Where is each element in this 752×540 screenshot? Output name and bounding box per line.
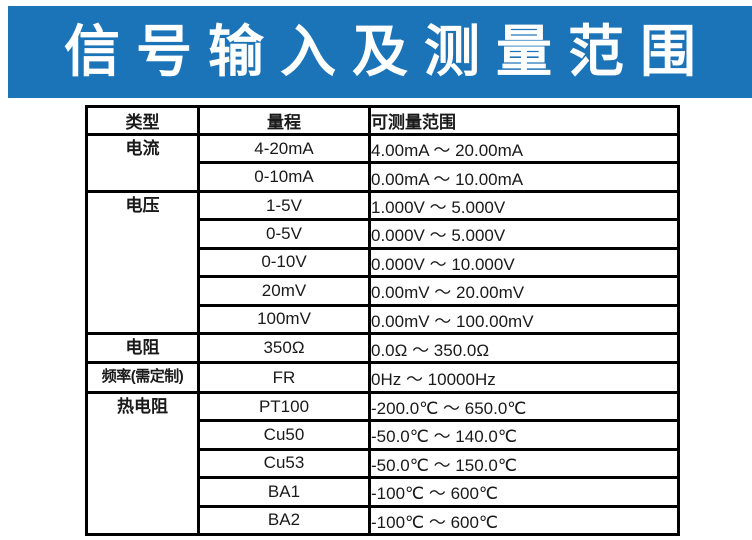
range-cell: 0-10V — [197, 246, 371, 279]
table-body: 电流 4-20mA 4.00mA ～ 20.00mA 0-10mA 0.00mA ～ 1… — [85, 132, 680, 537]
signal-range-table: 类型 量程 可测量范围 电流 4-20mA 4.00mA ～ 20.00mA 0-10… — [85, 105, 680, 537]
range-cell: Cu50 — [197, 419, 371, 451]
measurable-range-cell: -50.0℃ ～ 140.0℃ — [368, 419, 680, 451]
measurable-range-cell: 0.00mV ～ 100.00mV — [368, 303, 680, 335]
column-header-measurable: 可测量范围 — [368, 105, 680, 136]
measurable-range-cell: 4.00mA ～ 20.00mA — [368, 132, 680, 165]
type-cell: 频率(需定制) — [85, 361, 200, 394]
measurable-range-cell: 1.000V ～ 5.000V — [368, 189, 680, 222]
table-row: 电流 4-20mA 4.00mA ～ 20.00mA — [85, 132, 680, 193]
measurable-range-cell: 0.000V ～ 5.000V — [368, 218, 680, 250]
table-row: 100mV 0.00mV ～ 100.00mV — [87, 303, 680, 335]
range-cell: BA1 — [197, 476, 371, 508]
table-header-row: 类型 量程 可测量范围 — [85, 105, 680, 136]
table-row: 热电阻 PT100 -200.0℃ ～ 650.0℃ — [85, 390, 680, 537]
type-cell: 电压 — [85, 189, 200, 335]
measurable-range-cell: 0Hz ～ 10000Hz — [368, 361, 680, 394]
measurable-range-cell: 0.00mV ～ 20.00mV — [368, 275, 680, 307]
title-banner: 信号输入及测量范围 — [8, 6, 752, 98]
measurable-range-cell: -50.0℃ ～ 150.0℃ — [368, 447, 680, 480]
page-title: 信号输入及测量范围 — [64, 20, 712, 83]
table-row: 20mV 0.00mV ～ 20.00mV — [87, 275, 680, 307]
measurable-range-cell: -200.0℃ ～ 650.0℃ — [368, 390, 680, 423]
measurable-range-cell: 0.000V ～ 10.000V — [368, 246, 680, 279]
range-cell: FR — [197, 361, 371, 394]
range-cell: 20mV — [197, 275, 371, 307]
measurable-range-cell: -100℃ ～ 600℃ — [368, 504, 680, 537]
range-cell: 350Ω — [197, 331, 371, 365]
table-row: Cu53 -50.0℃ ～ 150.0℃ — [87, 447, 680, 480]
table-row: 0-5V 0.000V ～ 5.000V — [87, 218, 680, 250]
range-cell: Cu53 — [197, 447, 371, 480]
table-row: BA1 -100℃ ～ 600℃ — [87, 476, 680, 508]
type-cell: 热电阻 — [85, 390, 200, 537]
table-row: Cu50 -50.0℃ ～ 140.0℃ — [87, 419, 680, 451]
column-header-type: 类型 — [85, 105, 200, 136]
table-row: 0-10mA 0.00mA ～ 10.00mA — [87, 161, 680, 193]
table-row: 电压 1-5V 1.000V ～ 5.000V — [85, 189, 680, 335]
range-cell: 0-10mA — [197, 161, 371, 193]
column-header-range: 量程 — [197, 105, 371, 136]
table-row: 电阻 350Ω 0.0Ω ～ 350.0Ω — [85, 331, 680, 365]
measurable-range-cell: -100℃ ～ 600℃ — [368, 476, 680, 508]
range-cell: 100mV — [197, 303, 371, 335]
range-cell: 0-5V — [197, 218, 371, 250]
type-cell: 电阻 — [85, 331, 200, 365]
range-cell: PT100 — [197, 390, 371, 423]
measurable-range-cell: 0.00mA ～ 10.00mA — [368, 161, 680, 193]
table-row: 0-10V 0.000V ～ 10.000V — [87, 246, 680, 279]
range-cell: 4-20mA — [197, 132, 371, 165]
range-cell: 1-5V — [197, 189, 371, 222]
table-row: BA2 -100℃ ～ 600℃ — [87, 504, 680, 537]
type-cell: 电流 — [85, 133, 200, 193]
table-row: 频率(需定制) FR 0Hz ～ 10000Hz — [85, 361, 680, 394]
measurable-range-cell: 0.0Ω ～ 350.0Ω — [368, 331, 680, 365]
range-cell: BA2 — [197, 504, 371, 537]
